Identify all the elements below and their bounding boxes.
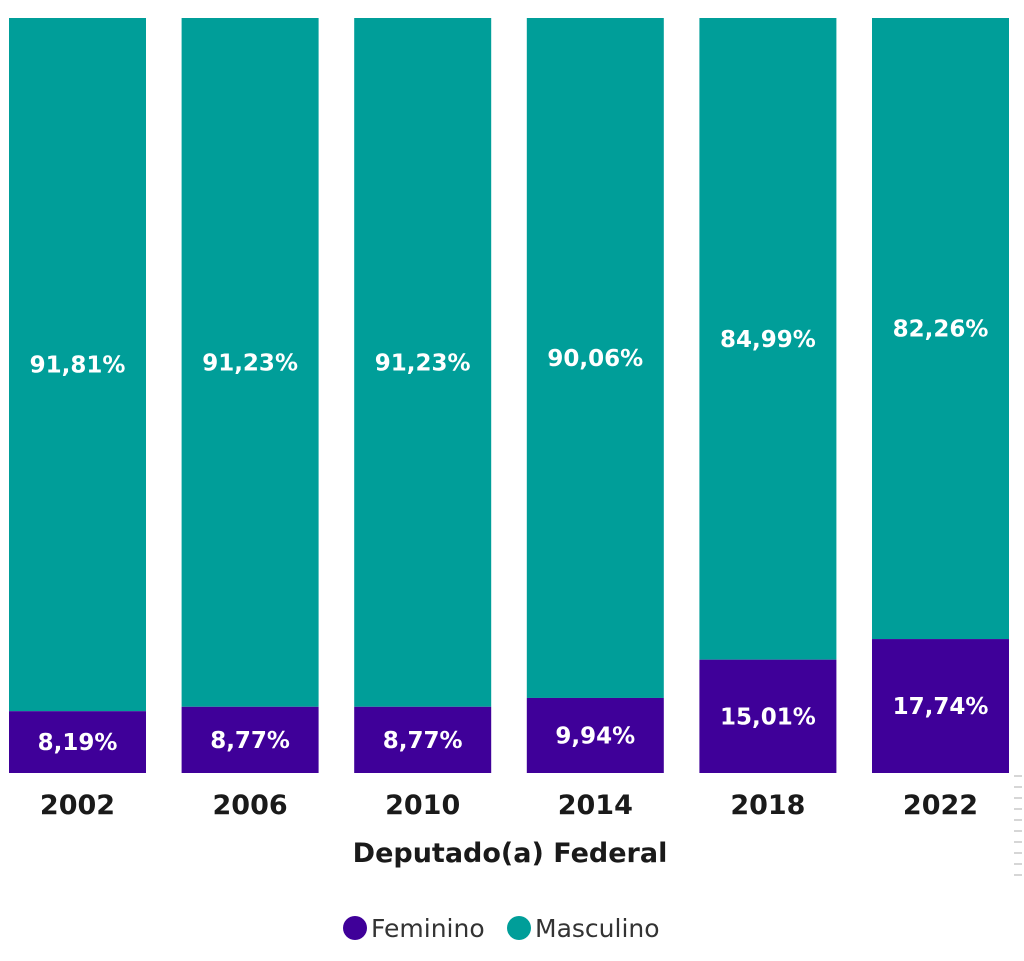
legend-marker-feminino bbox=[343, 916, 367, 940]
x-tick-label-2010: 2010 bbox=[385, 790, 460, 821]
bar-masculino-2010 bbox=[354, 18, 492, 707]
x-tick-label-2018: 2018 bbox=[730, 790, 805, 821]
bar-feminino-2014 bbox=[526, 697, 664, 773]
legend: Feminino Masculino bbox=[343, 914, 660, 943]
data-label-feminino-2006: 8,77% bbox=[210, 728, 290, 754]
data-label-masculino-2006: 91,23% bbox=[202, 350, 298, 376]
x-tick-label-2006: 2006 bbox=[213, 790, 288, 821]
data-label-feminino-2022: 17,74% bbox=[893, 694, 989, 720]
x-axis-title: Deputado(a) Federal bbox=[353, 838, 668, 869]
legend-marker-masculino bbox=[507, 916, 531, 940]
bar-masculino-2002 bbox=[9, 18, 146, 712]
data-label-feminino-2018: 15,01% bbox=[720, 704, 816, 730]
legend-label-feminino: Feminino bbox=[371, 914, 485, 943]
x-tick-label-2014: 2014 bbox=[558, 790, 633, 821]
bar-feminino-2006 bbox=[181, 706, 319, 773]
data-label-masculino-2014: 90,06% bbox=[547, 346, 643, 372]
data-label-feminino-2002: 8,19% bbox=[38, 730, 118, 756]
data-label-masculino-2002: 91,81% bbox=[30, 353, 126, 379]
bar-masculino-2022 bbox=[872, 18, 1009, 640]
bar-feminino-2002 bbox=[9, 711, 146, 773]
bar-feminino-2010 bbox=[354, 706, 492, 773]
data-label-feminino-2010: 8,77% bbox=[383, 728, 463, 754]
data-label-feminino-2014: 9,94% bbox=[555, 723, 635, 749]
edge-tick-marks bbox=[1014, 775, 1022, 876]
bar-masculino-2018 bbox=[699, 18, 837, 660]
bar-masculino-2014 bbox=[526, 18, 664, 698]
bar-feminino-2018 bbox=[699, 659, 837, 773]
bar-labels-group: 91,81% 8,19% 91,23% 8,77% 91,23% 8,77% 90,06% 9… bbox=[30, 317, 989, 757]
data-label-masculino-2010: 91,23% bbox=[375, 350, 471, 376]
x-tick-label-2002: 2002 bbox=[40, 790, 115, 821]
bar-masculino-2006 bbox=[181, 18, 319, 707]
data-label-masculino-2018: 84,99% bbox=[720, 327, 816, 353]
legend-label-masculino: Masculino bbox=[535, 914, 660, 943]
x-tick-label-2022: 2022 bbox=[903, 790, 978, 821]
bar-feminino-2022 bbox=[872, 639, 1009, 773]
x-axis-ticks: 2002 2006 2010 2014 2018 2022 bbox=[40, 790, 978, 821]
bars-group bbox=[9, 18, 1009, 773]
data-label-masculino-2022: 82,26% bbox=[893, 317, 989, 343]
